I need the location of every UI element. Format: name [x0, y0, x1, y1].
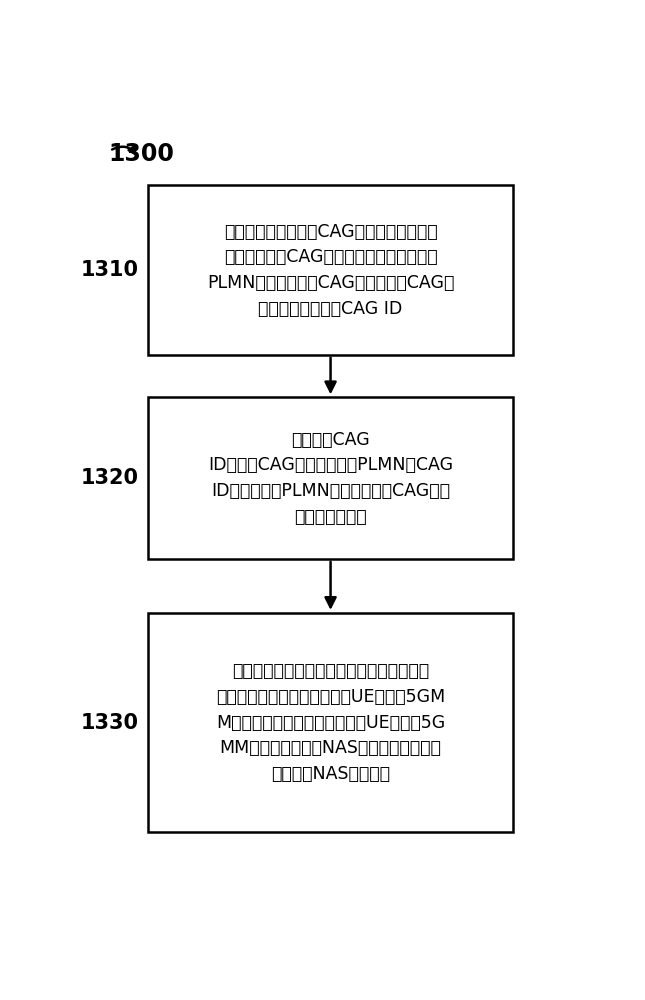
FancyBboxPatch shape [148, 185, 513, 355]
Text: 1310: 1310 [81, 260, 139, 280]
Text: 1300: 1300 [108, 142, 174, 166]
Text: 1330: 1330 [81, 713, 139, 733]
FancyBboxPatch shape [148, 397, 513, 559]
Text: 响应于第一事件，用户设备执行一个或多个
动作，包括：如果正在进行的UE发起的5GM
M程序存在，则中止正在进行的UE发起的5G
MM程序，并且如果NAS信号连接: 响应于第一事件，用户设备执行一个或多个 动作，包括：如果正在进行的UE发起的5G… [216, 662, 445, 783]
FancyBboxPatch shape [148, 613, 513, 832]
Text: 维护一个包含条目的CAG信息列表。用户设
备支持增强的CAG信息。该条目包括与当前
PLMN相关联的允许CAG列表。允许CAG列
表包括一个或多个CAG ID: 维护一个包含条目的CAG信息列表。用户设 备支持增强的CAG信息。该条目包括与当… [207, 223, 454, 318]
Text: 1320: 1320 [81, 468, 139, 488]
Text: 通过具有CAG
ID的当前CAG小区访问当前PLMN。CAG
ID基于与当前PLMN相关联的允许CAG列表
被确定为被授权: 通过具有CAG ID的当前CAG小区访问当前PLMN。CAG ID基于与当前PL… [208, 430, 453, 526]
